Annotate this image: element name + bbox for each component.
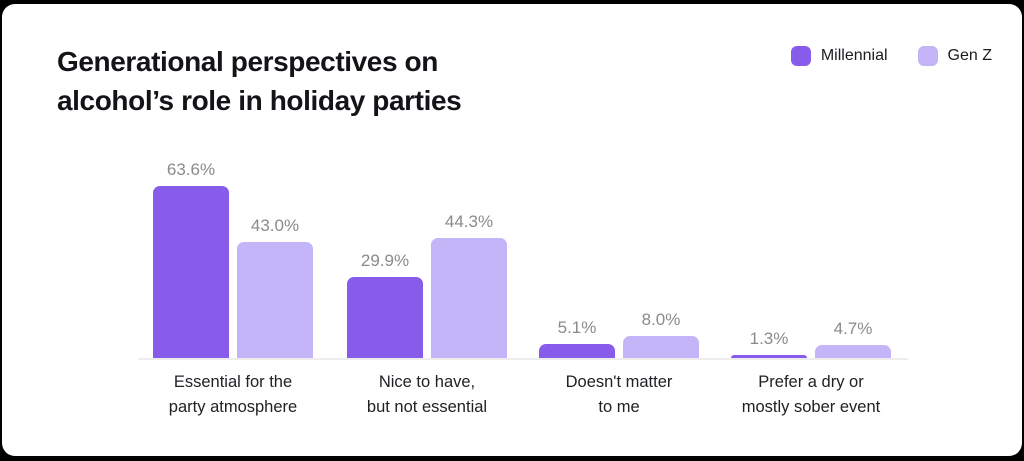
category-label: Prefer a dry or mostly sober event (691, 370, 931, 420)
bar-wrap-gen-z: 44.3% (431, 212, 507, 358)
bar-millennial (153, 186, 229, 358)
category-label: Doesn't matter to me (499, 370, 739, 420)
bar-value-label: 4.7% (833, 319, 873, 339)
bar-wrap-millennial: 1.3% (731, 328, 807, 358)
category-label-line: party atmosphere (168, 398, 298, 416)
legend-label: Millennial (820, 47, 888, 64)
legend-item-gen-z: Gen Z (917, 46, 992, 66)
bar-value-label: 1.3% (749, 328, 789, 348)
bar-group: 63.6% 43.0% (153, 160, 313, 358)
bar-millennial (347, 277, 423, 358)
bar-wrap-millennial: 63.6% (153, 160, 229, 358)
category-label-line: Nice to have, (378, 373, 476, 391)
category-label-line: but not essential (366, 398, 488, 416)
bar-value-label: 44.3% (444, 212, 494, 232)
chart-card: Generational perspectives on alcohol’s r… (2, 4, 1022, 456)
legend-swatch-icon (917, 46, 938, 66)
bar-group: 5.1% 8.0% (539, 310, 699, 358)
bar-gen-z (431, 238, 507, 358)
bar-millennial (539, 344, 615, 358)
bar-wrap-gen-z: 4.7% (815, 319, 891, 358)
category-label-line: Prefer a dry or (758, 373, 864, 391)
bar-wrap-millennial: 5.1% (539, 318, 615, 358)
bar-value-label: 43.0% (250, 215, 300, 235)
bar-value-label: 8.0% (641, 310, 681, 330)
chart-legend: Millennial Gen Z (790, 46, 992, 66)
legend-label: Gen Z (947, 47, 992, 64)
chart-title-line1: Generational perspectives on (57, 46, 438, 77)
bar-gen-z (623, 336, 699, 358)
chart-title: Generational perspectives on alcohol’s r… (57, 42, 462, 120)
category-label-line: mostly sober event (741, 398, 881, 416)
bar-group: 29.9% 44.3% (347, 212, 507, 358)
category-label-line: to me (598, 398, 640, 416)
legend-item-millennial: Millennial (790, 46, 888, 66)
bar-gen-z (237, 241, 313, 358)
category-label-line: Essential for the (173, 373, 293, 391)
category-label-line: Doesn't matter (565, 373, 673, 391)
chart-plot: 63.6% 43.0% Essential for the party atmosph… (2, 4, 1022, 456)
bar-wrap-gen-z: 8.0% (623, 310, 699, 358)
category-label: Nice to have, but not essential (307, 370, 547, 420)
bar-wrap-millennial: 29.9% (347, 251, 423, 358)
bar-millennial (731, 354, 807, 358)
chart-title-line2: alcohol’s role in holiday parties (57, 85, 462, 116)
bar-group: 1.3% 4.7% (731, 319, 891, 358)
bar-wrap-gen-z: 43.0% (237, 216, 313, 358)
bar-value-label: 63.6% (166, 160, 216, 180)
bar-value-label: 29.9% (360, 251, 410, 271)
x-axis-line (138, 358, 908, 360)
category-label: Essential for the party atmosphere (113, 370, 353, 420)
legend-swatch-icon (790, 46, 811, 66)
bar-value-label: 5.1% (557, 318, 597, 338)
bar-gen-z (815, 345, 891, 358)
